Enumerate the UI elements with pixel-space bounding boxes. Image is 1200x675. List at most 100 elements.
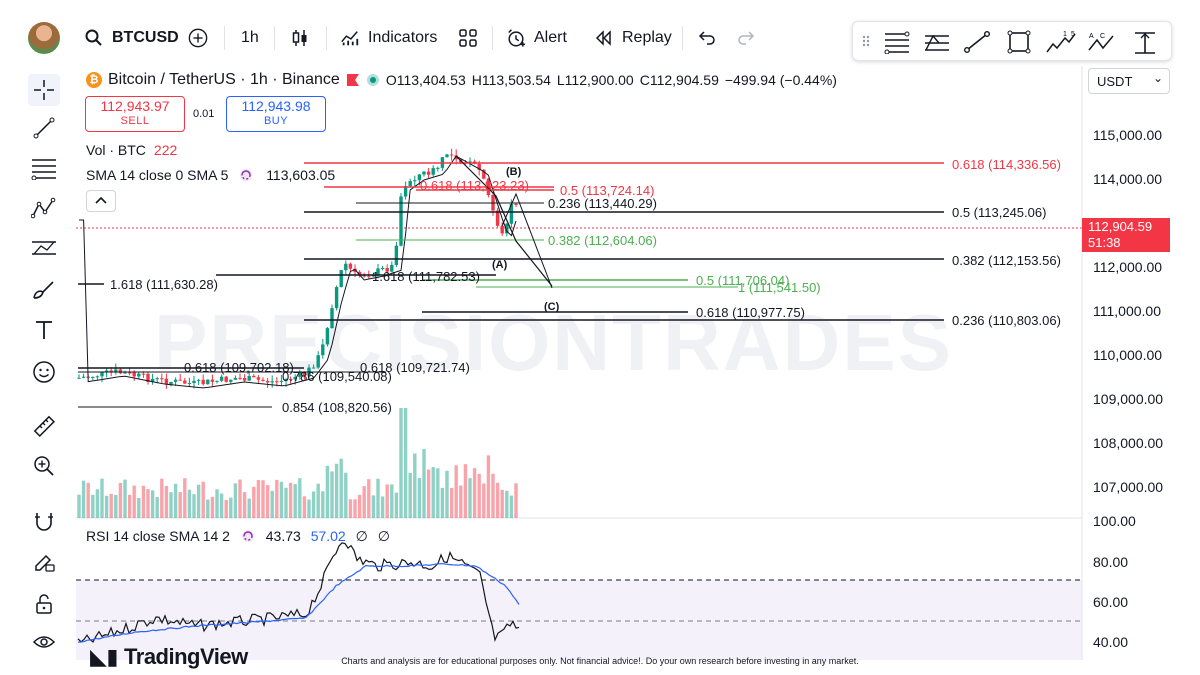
lock-drawings-tool[interactable] bbox=[28, 588, 60, 620]
svg-text:1: 1 bbox=[1063, 31, 1067, 38]
undo-button[interactable] bbox=[697, 24, 717, 52]
interval-button[interactable]: 1h bbox=[241, 24, 259, 52]
trend-line-tool-icon[interactable] bbox=[963, 30, 991, 54]
candle bbox=[247, 375, 251, 381]
loading-icon bbox=[240, 169, 253, 181]
volume-bar bbox=[77, 494, 81, 518]
text-icon bbox=[36, 321, 52, 339]
stay-in-drawing-mode-tool[interactable] bbox=[28, 546, 60, 578]
volume-bar bbox=[123, 479, 127, 518]
sma-value: 113,603.05 bbox=[266, 167, 336, 183]
candle bbox=[141, 373, 146, 375]
tradingview-mark-icon: ◣▮ bbox=[90, 644, 119, 669]
volume-bar bbox=[403, 408, 408, 518]
hide-drawings-tool[interactable] bbox=[28, 626, 60, 658]
chart-type-button[interactable] bbox=[290, 24, 310, 52]
emoji-tool[interactable] bbox=[28, 356, 60, 388]
flag-icon[interactable] bbox=[346, 73, 360, 87]
pattern-icon bbox=[31, 197, 56, 219]
drag-handle-icon[interactable] bbox=[861, 30, 871, 52]
candle bbox=[344, 263, 348, 271]
user-avatar[interactable] bbox=[28, 22, 60, 54]
volume-bar bbox=[104, 495, 109, 518]
redo-button[interactable] bbox=[736, 24, 756, 52]
last-price-value: 112,904.59 bbox=[1088, 219, 1153, 234]
text-tool[interactable] bbox=[28, 314, 60, 346]
fib-extension-tool-icon[interactable] bbox=[923, 30, 951, 54]
magnet-tool[interactable] bbox=[28, 506, 60, 538]
toolbar-divider bbox=[492, 26, 493, 50]
rsi-indicator-legend[interactable]: RSI 14 close SMA 14 2 43.73 57.02 ∅ ∅ bbox=[86, 528, 390, 545]
brush-tool[interactable] bbox=[28, 274, 60, 306]
volume-indicator-label: Vol · BTC bbox=[86, 142, 146, 158]
wave-projection-line bbox=[455, 155, 553, 287]
alert-button[interactable]: Alert bbox=[506, 24, 567, 52]
volume-bar bbox=[178, 492, 182, 518]
candle bbox=[436, 167, 440, 169]
replay-button[interactable]: Replay bbox=[594, 24, 672, 52]
symbol-search-button[interactable]: BTCUSD bbox=[84, 24, 179, 52]
svg-text:A: A bbox=[1089, 33, 1094, 40]
fib-retracement-tool-icon[interactable] bbox=[883, 30, 911, 54]
volume-bar bbox=[445, 470, 449, 518]
currency-select[interactable]: USDT ⌄ bbox=[1088, 68, 1170, 94]
collapse-legend-button[interactable] bbox=[86, 190, 116, 212]
compare-symbol-button[interactable] bbox=[188, 24, 208, 52]
candle bbox=[196, 379, 201, 381]
candle bbox=[132, 372, 136, 377]
rsi-na-value: ∅ bbox=[377, 528, 390, 544]
fib-label: 0.618 (114,336.56) bbox=[952, 157, 1061, 172]
candle bbox=[187, 382, 192, 384]
crosshair-tool[interactable] bbox=[28, 74, 60, 106]
candle bbox=[183, 380, 187, 384]
volume-bar bbox=[288, 482, 293, 518]
rectangle-tool-icon[interactable] bbox=[1005, 30, 1033, 54]
buy-button[interactable]: 112,943.98 BUY bbox=[226, 96, 326, 132]
candle bbox=[242, 378, 247, 381]
volume-bar bbox=[141, 485, 146, 518]
volume-indicator-legend[interactable]: Vol · BTC 222 bbox=[86, 142, 177, 158]
candle bbox=[91, 376, 95, 378]
symbol-legend[interactable]: ₿ Bitcoin / TetherUS · 1h · Binance O113… bbox=[86, 70, 837, 90]
candle bbox=[445, 154, 449, 158]
candle bbox=[100, 371, 104, 377]
indicators-icon bbox=[341, 31, 359, 46]
sell-button[interactable]: 112,943.97 SELL bbox=[85, 96, 185, 132]
indicators-button[interactable]: Indicators bbox=[340, 24, 437, 52]
volume-bar bbox=[454, 465, 458, 518]
candle bbox=[256, 377, 261, 380]
volume-bar bbox=[417, 478, 422, 518]
fib-tool[interactable] bbox=[28, 152, 60, 184]
candle bbox=[284, 378, 288, 381]
forecasting-tool[interactable] bbox=[28, 232, 60, 264]
sma-line bbox=[79, 155, 517, 389]
volume-bar bbox=[81, 480, 86, 518]
volume-bar bbox=[440, 487, 445, 518]
candle bbox=[390, 264, 394, 272]
patterns-tool[interactable] bbox=[28, 192, 60, 224]
volume-bar bbox=[348, 499, 353, 518]
volume-bar bbox=[449, 487, 454, 518]
measure-tool[interactable] bbox=[28, 410, 60, 442]
volume-bar bbox=[118, 482, 123, 518]
zoom-tool[interactable] bbox=[28, 450, 60, 482]
trend-line-tool[interactable] bbox=[28, 112, 60, 144]
candle bbox=[509, 204, 514, 224]
candle bbox=[192, 380, 196, 383]
price-chart-canvas[interactable]: PRECISIONTRADES bbox=[76, 66, 1200, 660]
layouts-button[interactable] bbox=[458, 24, 478, 52]
wave-label-b: (B) bbox=[506, 166, 522, 178]
volume-bar bbox=[325, 465, 330, 518]
volume-bar bbox=[413, 453, 417, 518]
price-range-tool-icon[interactable] bbox=[1131, 30, 1159, 56]
candle bbox=[219, 376, 224, 381]
sma-indicator-legend[interactable]: SMA 14 close 0 SMA 5 113,603.05 bbox=[86, 167, 335, 183]
chart-area[interactable]: PRECISIONTRADES bbox=[76, 66, 1200, 660]
toolbar-divider bbox=[274, 26, 275, 50]
volume-bar bbox=[252, 486, 256, 518]
volume-layer bbox=[77, 408, 518, 518]
volume-bar bbox=[196, 484, 201, 518]
